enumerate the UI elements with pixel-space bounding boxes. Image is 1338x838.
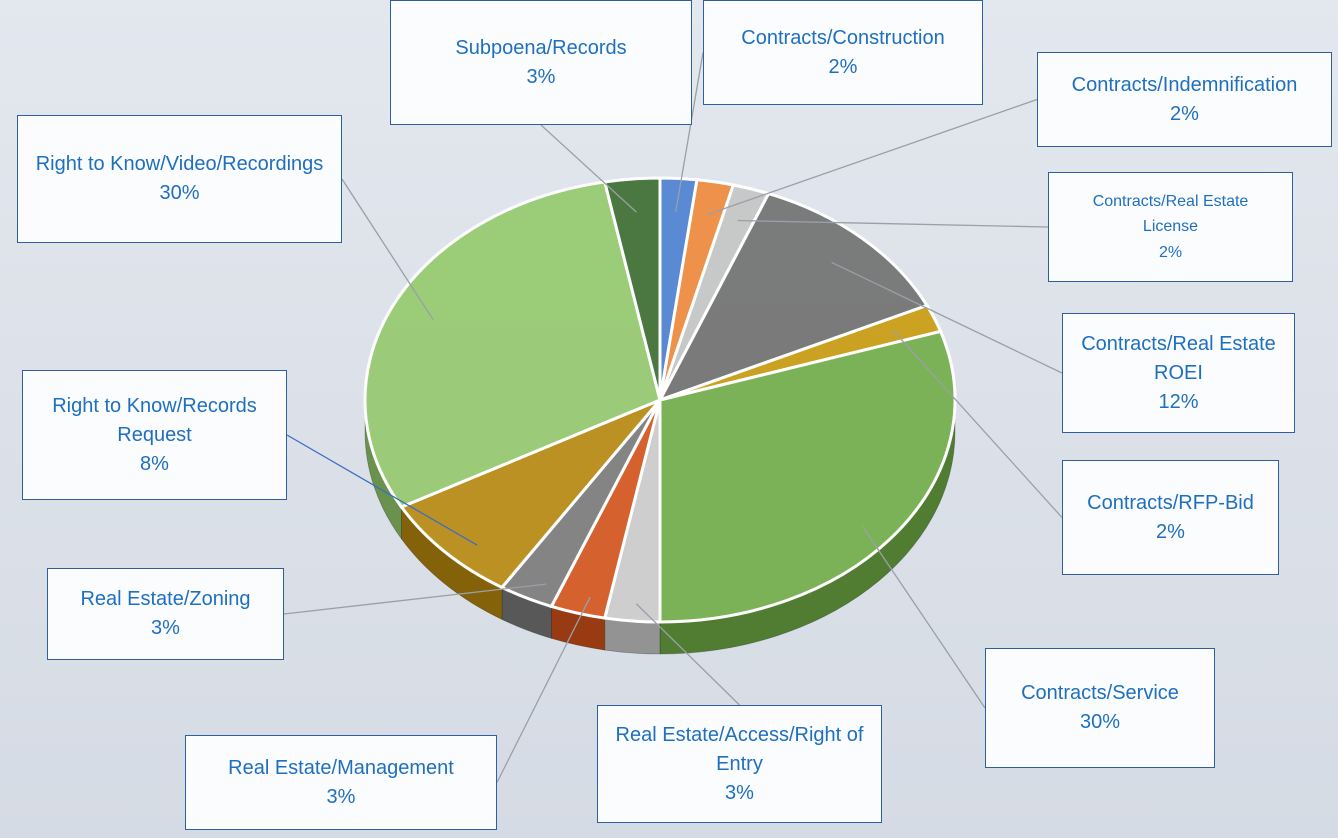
data-label-box: Contracts/RFP-Bid 2% (1062, 460, 1279, 575)
data-label-box: Real Estate/Management 3% (185, 735, 497, 830)
value-label: 2% (1156, 520, 1185, 543)
data-label-box: Right to Know/Records Request 8% (22, 370, 287, 500)
slice (602, 176, 662, 401)
data-label-box: Contracts/Service 30% (985, 648, 1215, 768)
slice-side-shade (365, 400, 402, 539)
leader-line (341, 178, 434, 321)
category-label: Contracts/RFP-Bid (1087, 491, 1254, 514)
category-label: Right to Know/Records Request (52, 394, 257, 446)
leader-line (540, 124, 637, 213)
slice-side-shade (660, 400, 955, 654)
category-label: Real Estate/Zoning (80, 588, 251, 610)
leader-line (283, 583, 547, 615)
slice-side-shade (604, 618, 660, 654)
leader-line (892, 330, 1063, 518)
leader-line (737, 219, 1049, 228)
value-label: 30% (159, 182, 200, 204)
slice (363, 180, 662, 509)
value-label: 3% (526, 65, 556, 88)
category-label: Contracts/Real Estate ROEI (1081, 332, 1276, 384)
data-label-box: Contracts/Real Estate License 2% (1048, 172, 1293, 282)
value-label: 30% (1079, 711, 1121, 733)
leader-line (635, 603, 740, 706)
leader-lines (283, 52, 1063, 783)
value-label: 2% (1170, 102, 1199, 125)
leader-line (675, 52, 704, 212)
slice-side-shade (401, 506, 502, 620)
pie-tops (363, 176, 957, 624)
slice (399, 398, 662, 590)
category-label: Subpoena/Records (455, 36, 627, 59)
value-label: 2% (1158, 243, 1183, 261)
slice (656, 191, 930, 403)
value-label: 3% (326, 785, 356, 808)
category-label: Contracts/Indemnification (1071, 73, 1298, 96)
leader-line (496, 596, 591, 783)
slice-side-shade (501, 587, 552, 639)
leader-line (862, 526, 986, 709)
leader-line (706, 98, 1038, 216)
slice (658, 329, 957, 624)
category-label: Contracts/Real Estate License (1092, 192, 1249, 236)
category-label: Contracts/Service (1021, 682, 1179, 704)
category-label: Contracts/Construction (741, 26, 945, 49)
leader-line (286, 434, 478, 546)
data-label-box: Right to Know/Video/Recordings 30% (17, 115, 342, 243)
data-label-box: Real Estate/Access/Right of Entry 3% (597, 705, 882, 823)
value-label: 3% (151, 617, 180, 639)
value-label: 2% (828, 55, 858, 78)
category-label: Right to Know/Video/Recordings (35, 153, 324, 175)
value-label: 3% (725, 781, 754, 804)
category-label: Real Estate/Access/Right of Entry (615, 723, 864, 775)
category-label: Real Estate/Management (228, 756, 454, 779)
data-label-box: Contracts/Real Estate ROEI 12% (1062, 313, 1295, 433)
data-label-box: Contracts/Indemnification 2% (1037, 52, 1332, 147)
value-label: 12% (1158, 390, 1199, 413)
value-label: 8% (140, 452, 169, 475)
data-label-box: Subpoena/Records 3% (390, 0, 692, 125)
data-label-box: Real Estate/Zoning 3% (47, 568, 284, 660)
data-label-box: Contracts/Construction 2% (703, 0, 983, 105)
leader-line (831, 261, 1063, 374)
